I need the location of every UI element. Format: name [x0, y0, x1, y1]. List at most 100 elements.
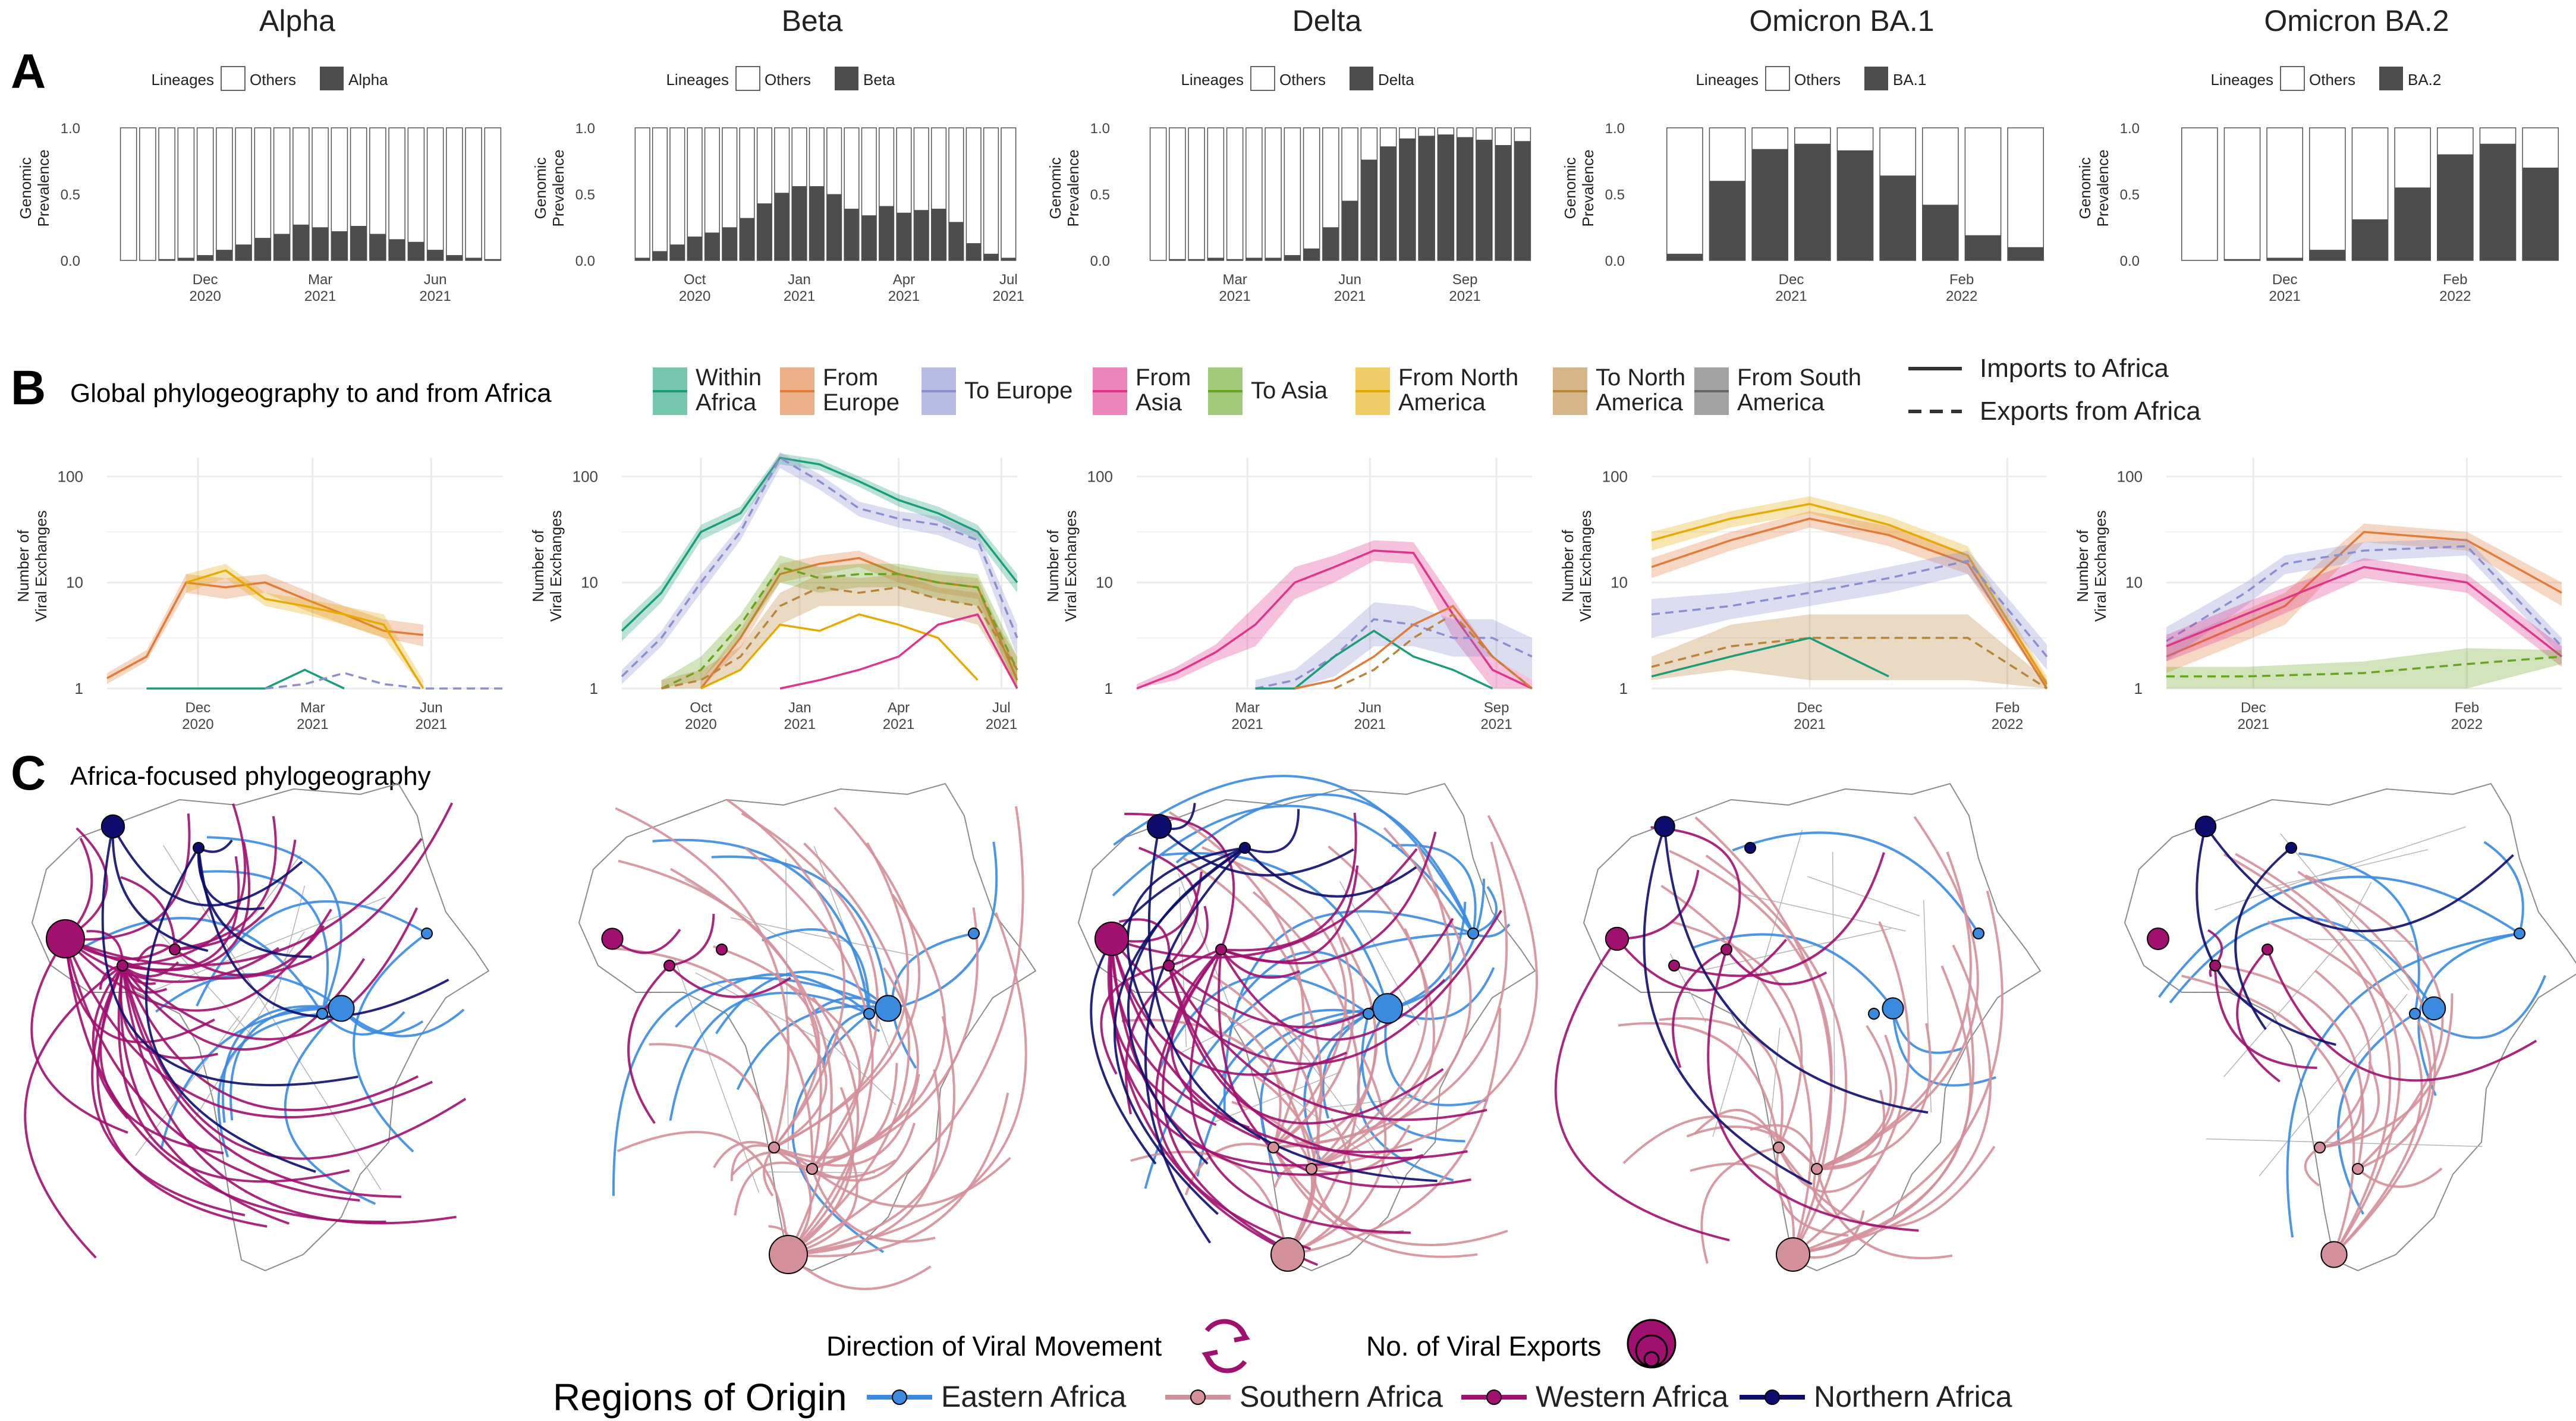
bar-others: [652, 127, 668, 261]
y-axis-label-line: Genomic: [1046, 157, 1064, 219]
country-border: [2280, 833, 2410, 991]
movement-arc-southern: [2223, 853, 2392, 1256]
bar-others: [1226, 127, 1244, 261]
bar-lineage: [1965, 235, 2001, 260]
series-line-from_europe: [2166, 530, 2562, 658]
movement-arc-southern: [773, 1016, 828, 1149]
country-border: [2257, 849, 2429, 891]
bar-others: [634, 127, 650, 261]
export-node-western: [1094, 922, 1129, 956]
legend-others: Others: [250, 71, 296, 89]
bar-lineage: [446, 255, 463, 260]
bar-others: [119, 127, 137, 261]
bar-lineage: [1837, 150, 1873, 260]
bar-lineage: [1418, 136, 1435, 260]
bar-others: [1207, 127, 1225, 261]
ribbon-from_asia: [2166, 558, 2562, 667]
movement-arc-southern: [2297, 870, 2436, 1256]
bar-lineage: [1284, 255, 1301, 260]
series-line-to_na: [1651, 637, 2047, 690]
bar-lineage: [1245, 257, 1262, 260]
x-tick-label: 2022: [2451, 716, 2483, 732]
movement-arc-southern: [773, 842, 910, 1149]
export-node-western: [1668, 960, 1680, 972]
legend-others: Others: [1794, 71, 1841, 89]
variant-title-3: Omicron BA.1: [1749, 4, 1934, 37]
series-line-to_europe: [621, 456, 1018, 677]
y-axis-label-line: Prevalence: [34, 149, 52, 227]
y-tick-label: 100: [1087, 467, 1113, 485]
exports-size-icon: [1627, 1319, 1677, 1369]
x-tick-label: Sep: [1452, 272, 1478, 288]
y-axis-label-line: Genomic: [2076, 157, 2094, 219]
legend-label-from_sa: America: [1737, 389, 1825, 416]
bar-lineage: [1342, 200, 1358, 260]
movement-arc-southern: [2304, 1146, 2321, 1187]
y-tick-label: 1: [2134, 680, 2143, 697]
movement-arc-eastern: [1892, 1008, 1964, 1054]
x-tick-label: Mar: [308, 272, 332, 288]
movement-arc-eastern: [2414, 974, 2546, 1039]
y-axis-label-line: Viral Exchanges: [2091, 510, 2109, 621]
country-border: [1769, 1027, 1781, 1138]
bar-lineage: [1303, 248, 1320, 260]
movement-arc-eastern: [1732, 831, 1980, 935]
legend-swatch-lineage: [2379, 67, 2403, 90]
x-tick-label: 2022: [1946, 288, 1977, 304]
bar-lineage: [1666, 253, 1703, 260]
y-axis-label: Number ofViral Exchanges: [14, 510, 50, 621]
legend-lineage: Delta: [1378, 71, 1414, 89]
x-tick-label: Jan: [788, 700, 812, 716]
movement-arc-southern: [1311, 815, 1539, 1170]
export-node-southern: [2352, 1163, 2364, 1175]
export-node-western: [2262, 944, 2273, 955]
region-dot-western: [1486, 1389, 1502, 1405]
bar-others: [177, 127, 195, 261]
movement-arc-eastern: [652, 838, 870, 1014]
y-tick-label: 0.5: [2120, 187, 2140, 203]
x-tick-label: 2020: [182, 716, 213, 732]
bar-lineage: [1476, 140, 1492, 260]
movement-arc-eastern: [217, 1013, 323, 1158]
bar-others: [2181, 127, 2218, 261]
movement-arc-southern: [2319, 993, 2454, 1149]
region-dot-eastern: [892, 1389, 907, 1405]
region-label-western: Western Africa: [1536, 1380, 1728, 1413]
movement-arc-western: [627, 964, 671, 1124]
bar-lineage: [1709, 181, 1745, 260]
legend-swatch-lineage: [320, 67, 344, 90]
x-tick-label: Oct: [684, 272, 706, 288]
movement-arc-southern: [1311, 1124, 1411, 1174]
movement-arc-southern: [1287, 1117, 1353, 1256]
bar-lineage: [408, 241, 424, 260]
movement-arc-southern: [730, 1144, 775, 1181]
region-dot-northern: [1764, 1389, 1780, 1405]
legend-label-within: Within: [696, 364, 762, 391]
x-tick-label: Feb: [1995, 700, 2020, 716]
bar-lineage: [2395, 187, 2431, 260]
bar-lineage: [2352, 219, 2388, 260]
movement-arc-eastern: [1391, 844, 1477, 934]
ribbon-from_europe: [107, 574, 423, 684]
export-node-southern: [806, 1163, 818, 1175]
export-node-western: [169, 944, 181, 955]
exports-label: No. of Viral Exports: [1366, 1331, 1601, 1362]
export-node-northern: [100, 814, 125, 839]
legend-swatch-lineage: [835, 67, 858, 90]
bar-lineage: [2522, 167, 2559, 260]
y-tick-label: 1: [75, 680, 83, 697]
ribbon-from_na: [1652, 496, 2047, 689]
legend-swatch-others: [1250, 66, 1275, 91]
movement-arc-western: [669, 914, 715, 967]
export-node-eastern: [968, 928, 980, 939]
movement-arc-southern: [1618, 1022, 1780, 1148]
y-tick-label: 0.0: [575, 253, 595, 269]
country-border: [1712, 829, 1803, 1137]
export-node-eastern: [2514, 928, 2525, 939]
exchanges-chart-1: 110100Oct2020Jan2021Apr2021Jul2021Number…: [529, 452, 1018, 732]
country-border: [1703, 928, 1892, 971]
variant-title-4: Omicron BA.2: [2264, 4, 2449, 37]
bar-others: [1001, 127, 1017, 261]
movement-arc-western: [121, 961, 180, 977]
legend-label-to_na: To North: [1596, 364, 1685, 391]
